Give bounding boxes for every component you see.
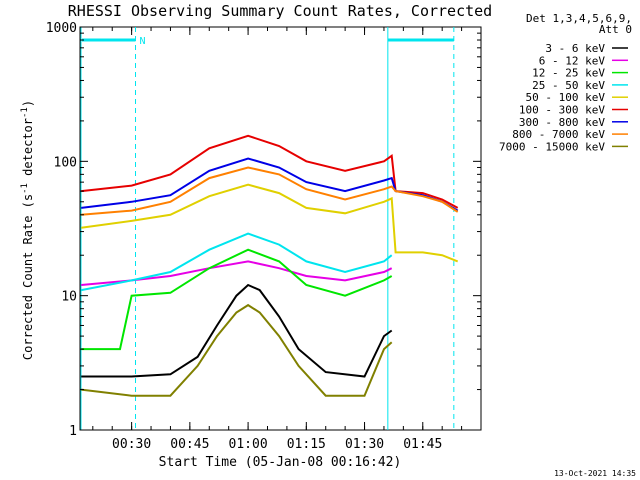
y-axis-label: Corrected Count Rate (s-1 detector-1) (20, 100, 35, 360)
legend-label-8: 7000 - 15000 keV (499, 140, 605, 153)
legend-label-5: 100 - 300 keV (519, 104, 605, 117)
series-line-7 (81, 166, 459, 216)
axis-ticks: 00:30 00:45 01:00 01:15 01:30 01:45 1 10 100 1000 (46, 21, 482, 452)
x-axis-label: Start Time (05-Jan-08 00:16:42) (159, 455, 402, 470)
y-tick-label-1: 10 (61, 290, 77, 305)
x-tick-label-4: 01:30 (345, 437, 384, 452)
timestamp: 13-Oct-2021 14:35 (554, 469, 636, 478)
series-line-0 (81, 283, 393, 378)
legend-label-7: 800 - 7000 keV (512, 128, 605, 141)
series-layer (81, 134, 459, 397)
x-tick-label-5: 01:45 (403, 437, 442, 452)
y-tick-label-3: 1000 (46, 21, 77, 36)
legend-header-1: Att 0 (599, 23, 632, 36)
series-line-3 (81, 232, 393, 292)
y-axis-label-close: ) (21, 100, 35, 107)
legend-label-0: 3 - 6 keV (545, 42, 605, 55)
legend-label-1: 6 - 12 keV (539, 54, 606, 67)
flag-label: N (140, 36, 146, 47)
x-tick-label-2: 01:00 (229, 437, 268, 452)
x-tick-label-1: 00:45 (170, 437, 209, 452)
chart-title: RHESSI Observing Summary Count Rates, Co… (68, 2, 492, 20)
y-axis-label-mid: detector (21, 118, 35, 183)
y-axis-label-sup1: -1 (20, 183, 30, 194)
series-line-4 (81, 183, 459, 263)
plot-frame (79, 26, 482, 431)
y-tick-label-0: 1 (69, 424, 77, 439)
x-tick-label-3: 01:15 (287, 437, 326, 452)
series-line-8 (81, 303, 393, 397)
series-line-5 (81, 134, 459, 209)
legend-header-0: Det 1,3,4,5,6,9, (526, 12, 632, 25)
series-line-1 (81, 260, 393, 286)
x-tick-label-0: 00:30 (112, 437, 151, 452)
legend-label-2: 12 - 25 keV (532, 67, 605, 80)
y-axis-label-sup2: -1 (20, 107, 30, 118)
y-tick-label-2: 100 (54, 155, 77, 170)
legend-label-4: 50 - 100 keV (526, 91, 606, 104)
observing-flags: N (80, 27, 455, 430)
y-axis-label-main: Corrected Count Rate (s (21, 194, 35, 360)
series-line-2 (81, 248, 393, 351)
legend-label-3: 25 - 50 keV (532, 79, 605, 92)
legend-label-6: 300 - 800 keV (519, 116, 605, 129)
